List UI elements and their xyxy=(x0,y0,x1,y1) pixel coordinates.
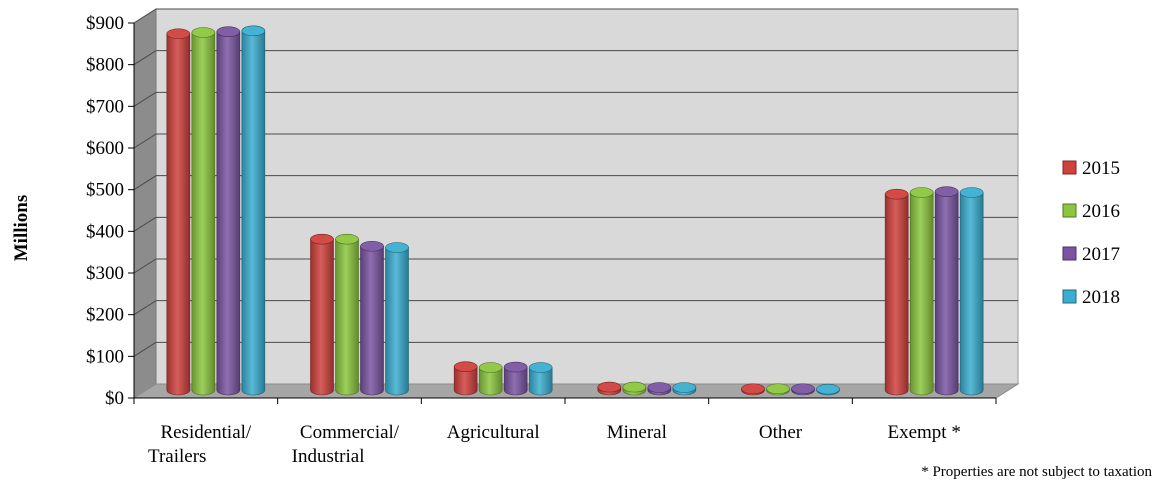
bar xyxy=(166,28,191,396)
bar xyxy=(191,27,216,396)
y-axis-label: Millions xyxy=(11,195,32,262)
y-tick-label: $600 xyxy=(86,138,124,159)
gridline-side xyxy=(133,8,157,24)
bar xyxy=(360,240,384,396)
chart-side-wall xyxy=(133,8,157,399)
bar xyxy=(672,382,697,396)
gridline-side xyxy=(133,133,157,149)
bar xyxy=(385,242,409,396)
legend-label: 2016 xyxy=(1082,201,1120,222)
legend-label: 2017 xyxy=(1082,244,1120,265)
gridline-side xyxy=(133,341,157,357)
bar xyxy=(766,383,790,396)
bar xyxy=(816,383,840,396)
y-tick-label: $0 xyxy=(105,388,124,409)
gridline-side xyxy=(133,300,157,316)
x-tick-label: Residential/ xyxy=(160,422,251,443)
y-tick-label: $400 xyxy=(86,221,124,242)
bar xyxy=(741,383,765,396)
legend: 2015 2016 2017 2018 xyxy=(1062,158,1120,308)
bar xyxy=(310,233,334,396)
x-tick-label: Industrial xyxy=(292,446,365,467)
y-tick-label: $800 xyxy=(86,55,124,76)
gridline-side xyxy=(133,175,157,191)
legend-label: 2015 xyxy=(1082,158,1120,179)
bar xyxy=(216,26,241,396)
y-tick-label: $100 xyxy=(86,346,124,367)
x-tick-label: Mineral xyxy=(607,422,667,443)
legend-swatch xyxy=(1062,289,1077,304)
bar xyxy=(934,186,959,396)
bar xyxy=(622,381,647,396)
x-tick-label: Exempt * xyxy=(887,422,960,443)
y-tick-label: $300 xyxy=(86,263,124,284)
y-tick-label: $900 xyxy=(86,13,124,34)
bar xyxy=(597,381,622,396)
bar xyxy=(453,361,478,396)
bar xyxy=(909,187,934,396)
y-tick-label: $700 xyxy=(86,96,124,117)
legend-swatch xyxy=(1062,203,1077,218)
bar xyxy=(959,187,984,396)
x-tick-label: Other xyxy=(759,422,803,443)
y-tick-label: $500 xyxy=(86,180,124,201)
footnote: * Properties are not subject to taxation xyxy=(921,464,1152,480)
bar xyxy=(884,188,909,396)
legend-label: 2018 xyxy=(1082,287,1120,308)
chart-back-wall xyxy=(155,8,1019,385)
bar xyxy=(478,362,503,396)
x-tick-label: Commercial/ xyxy=(300,422,400,443)
x-tick-label: Agricultural xyxy=(447,422,540,443)
bar xyxy=(528,362,553,396)
bar xyxy=(647,382,672,396)
legend-swatch xyxy=(1062,160,1077,175)
bar xyxy=(791,383,815,396)
x-tick-label: Trailers xyxy=(148,446,206,467)
legend-swatch xyxy=(1062,246,1077,261)
gridline-side xyxy=(133,216,157,232)
bar xyxy=(335,233,359,396)
gridline-side xyxy=(133,50,157,66)
bar xyxy=(241,25,266,396)
gridline-side xyxy=(133,258,157,274)
y-tick-label: $200 xyxy=(86,305,124,326)
gridline-side xyxy=(133,91,157,107)
bar xyxy=(503,361,528,396)
